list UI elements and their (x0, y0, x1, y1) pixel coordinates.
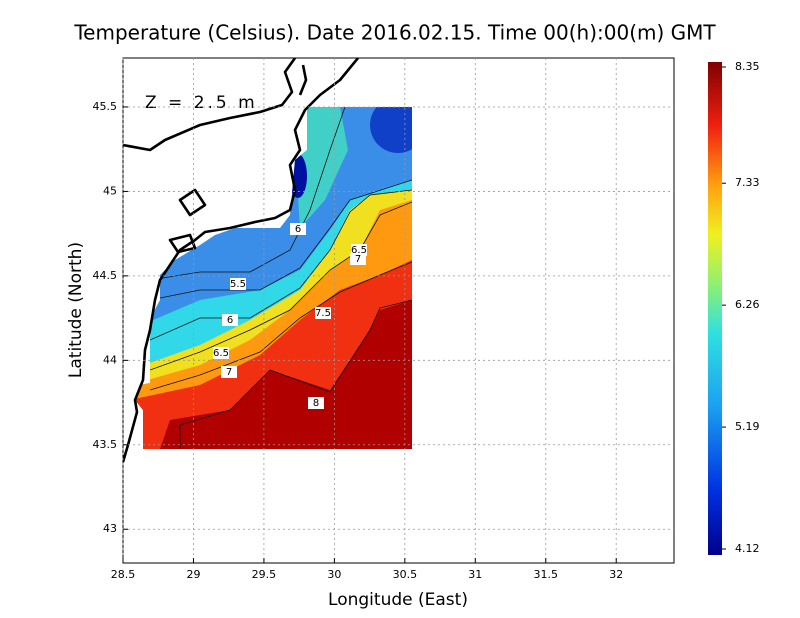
contour-label-bg (350, 253, 366, 265)
contour-label-bg (213, 347, 229, 359)
contour-label: 8 (313, 398, 319, 409)
contour-label: 6 (227, 315, 233, 326)
y-tick-label: 43 (103, 522, 117, 535)
y-tick-label: 45 (103, 184, 117, 197)
x-tick-label: 30.5 (393, 568, 418, 581)
x-tick-label: 29 (186, 568, 200, 581)
x-tick-label: 32 (609, 568, 623, 581)
contour-label-bg (222, 314, 238, 326)
contour-label: 5.5 (230, 279, 246, 290)
x-tick-label: 30 (327, 568, 341, 581)
colorbar-tick-label: 4.12 (735, 542, 760, 555)
colorbar (708, 62, 722, 555)
y-tick-label: 43.5 (93, 438, 118, 451)
y-tick-label: 44 (103, 353, 117, 366)
contour-label: 6.5 (213, 348, 229, 359)
temperature-field (135, 107, 412, 449)
map-area (123, 58, 412, 463)
contour-label: 6 (295, 224, 301, 235)
contour-label: 7.5 (315, 308, 331, 319)
contour-label: 7 (226, 367, 232, 378)
colorbar-tick-label: 5.19 (735, 420, 760, 433)
plot-frame (122, 57, 675, 564)
colorbar-tick-label: 7.33 (735, 176, 760, 189)
x-axis-label: Longitude (East) (328, 590, 468, 610)
contour-label-bg (290, 223, 306, 235)
x-tick-label: 31 (468, 568, 482, 581)
contour-label: 6.5 (351, 245, 367, 256)
y-axis-label: Latitude (North) (66, 242, 86, 378)
contour-label-bg (230, 278, 246, 290)
contour-label: 7 (355, 254, 361, 265)
depth-annotation: Z = 2.5 m (145, 93, 258, 113)
x-tick-label: 31.5 (534, 568, 559, 581)
y-tick-label: 45.5 (93, 100, 118, 113)
chart-title: Temperature (Celsius). Date 2016.02.15. … (73, 21, 716, 45)
x-tick-label: 28.5 (111, 568, 136, 581)
contour-label-bg (221, 366, 237, 378)
contour-label-bg (308, 397, 324, 409)
colorbar-tick-label: 6.26 (735, 298, 760, 311)
contour-label-bg (315, 307, 331, 319)
colorbar-tick-label: 8.35 (735, 60, 760, 73)
x-tick-label: 29.5 (252, 568, 277, 581)
y-tick-label: 44.5 (93, 269, 118, 282)
